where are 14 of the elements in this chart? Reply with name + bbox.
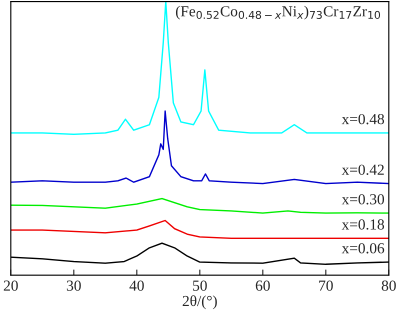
x-axis-title: 2θ/(°) [182, 295, 217, 310]
x-tick-label: 40 [129, 280, 144, 291]
series-label: x=0.06 [342, 243, 384, 254]
x-tick-label: 70 [319, 280, 333, 291]
x-tick-label: 50 [193, 280, 207, 291]
series-label: x=0.42 [342, 164, 384, 175]
x-tick-label: 60 [256, 280, 270, 291]
x-tick-label: 20 [4, 280, 18, 291]
series-label: x=0.48 [342, 114, 384, 124]
series-label: x=0.18 [342, 219, 384, 230]
x-tick-label: 30 [66, 280, 81, 291]
x-tick-label: 80 [382, 280, 396, 291]
series-label: x=0.30 [342, 194, 384, 204]
chart-title: (Fe$_{0.52}$Co$_{0.48−x}$Ni$_{x}$)$_{73}$Cr$_{17}$Zr$_{10}$ [176, 6, 380, 20]
